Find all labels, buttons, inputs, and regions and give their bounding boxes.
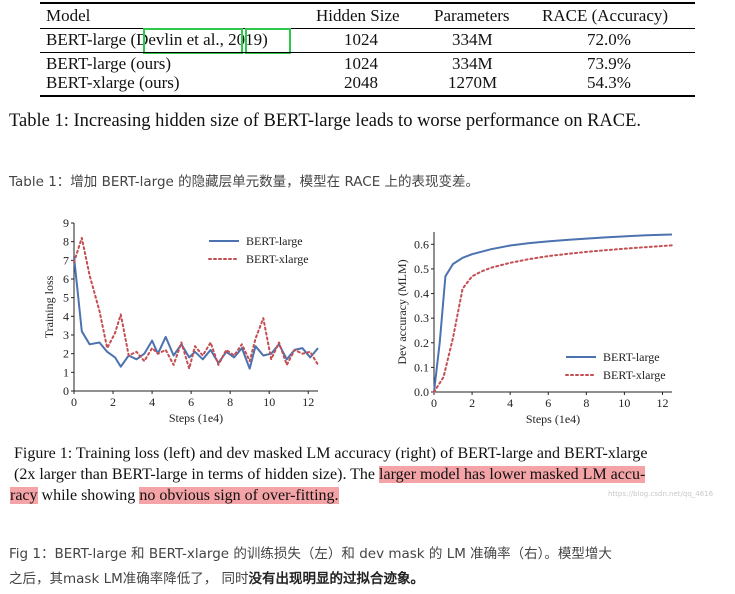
y-tick-label: 0.1 bbox=[414, 360, 429, 374]
header-hidden-size: Hidden Size bbox=[316, 6, 400, 25]
row-accuracy: 54.3% bbox=[587, 73, 631, 92]
y-axis-label: Training loss bbox=[42, 275, 56, 338]
header-race-accuracy: RACE (Accuracy) bbox=[542, 6, 669, 25]
y-tick-label: 0.4 bbox=[414, 287, 429, 301]
citation-year-highlight-box bbox=[245, 28, 291, 54]
x-tick-label: 4 bbox=[149, 395, 155, 409]
figure-caption: Figure 1: Training loss (left) and dev m… bbox=[0, 443, 735, 513]
y-tick-label: 0.2 bbox=[414, 336, 429, 350]
row-parameters: 1270M bbox=[448, 73, 498, 92]
row-hidden-size: 1024 bbox=[344, 30, 378, 49]
row-parameters: 334M bbox=[452, 30, 493, 49]
header-model: Model bbox=[46, 6, 91, 25]
table-mid-rule bbox=[40, 28, 695, 29]
header-parameters: Parameters bbox=[434, 6, 510, 25]
series-line-bert-xlarge bbox=[73, 236, 319, 370]
y-tick-label: 5 bbox=[63, 291, 69, 305]
x-tick-label: 8 bbox=[583, 396, 589, 410]
x-tick-label: 0 bbox=[71, 395, 77, 409]
legend-label: BERT-large bbox=[603, 350, 660, 364]
citation-author[interactable]: Devlin et al. bbox=[136, 30, 220, 49]
figure-caption-line1: Figure 1: Training loss (left) and dev m… bbox=[14, 445, 648, 462]
x-axis-label: Steps (1e4) bbox=[526, 412, 580, 426]
x-tick-label: 12 bbox=[656, 396, 668, 410]
y-tick-label: 0 bbox=[63, 384, 69, 398]
x-tick-label: 2 bbox=[469, 396, 475, 410]
y-axis-label: Dev accuracy (MLM) bbox=[395, 259, 409, 364]
x-tick-label: 8 bbox=[227, 395, 233, 409]
row-accuracy: 72.0% bbox=[587, 30, 631, 49]
legend-label: BERT-large bbox=[246, 234, 303, 248]
y-tick-label: 0.3 bbox=[414, 311, 429, 325]
fig-caption-cn-line1: Fig 1：BERT-large 和 BERT-xlarge 的训练损失（左）和… bbox=[9, 546, 612, 562]
y-tick-label: 3 bbox=[63, 328, 69, 342]
x-tick-label: 10 bbox=[263, 395, 275, 409]
x-tick-label: 10 bbox=[618, 396, 630, 410]
y-tick-label: 0.6 bbox=[414, 237, 429, 251]
x-tick-label: 6 bbox=[545, 396, 551, 410]
x-tick-label: 4 bbox=[507, 396, 513, 410]
series-line-bert-xlarge bbox=[433, 244, 673, 393]
row-model: BERT-large (ours) bbox=[46, 54, 172, 73]
figure-caption-line2: (2x larger than BERT-large in terms of h… bbox=[14, 466, 646, 483]
x-tick-label: 2 bbox=[110, 395, 116, 409]
table-bottom-rule bbox=[40, 95, 695, 97]
row-hidden-size: 1024 bbox=[344, 54, 378, 73]
table-header-row: Model Hidden Size Parameters RACE (Accur… bbox=[40, 5, 695, 27]
row-hidden-size: 2048 bbox=[344, 73, 378, 92]
citation-highlight-box bbox=[143, 28, 243, 54]
table-row: BERT-xlarge (ours) 2048 1270M 54.3% bbox=[40, 72, 695, 94]
x-axis-label: Steps (1e4) bbox=[169, 411, 223, 425]
y-tick-label: 1 bbox=[63, 365, 69, 379]
x-tick-label: 12 bbox=[302, 395, 314, 409]
table-row: BERT-large (Devlin et al., 2019) 1024 33… bbox=[40, 29, 695, 51]
y-tick-label: 0.5 bbox=[414, 262, 429, 276]
table-row: BERT-large (ours) 1024 334M 73.9% bbox=[40, 53, 695, 75]
y-tick-label: 7 bbox=[63, 253, 69, 267]
fig-caption-cn-line2: 之后，其mask LM准确率降低了， 同时没有出现明显的过拟合迹象。 bbox=[9, 571, 425, 587]
x-tick-label: 0 bbox=[431, 396, 437, 410]
watermark: https://blog.csdn.net/qq_4616 bbox=[608, 490, 714, 498]
table-row-rule bbox=[40, 52, 695, 53]
table-caption-cn: Table 1：增加 BERT-large 的隐藏层单元数量，模型在 RACE … bbox=[9, 174, 480, 190]
legend-label: BERT-xlarge bbox=[603, 368, 666, 382]
y-tick-label: 4 bbox=[63, 309, 69, 323]
highlight: larger model has lower masked LM accu- bbox=[379, 466, 646, 483]
row-model: BERT-xlarge (ours) bbox=[46, 73, 180, 92]
highlight: racy bbox=[10, 487, 38, 504]
highlight: no obvious sign of over-fitting. bbox=[139, 487, 339, 504]
figure-caption-line3: racy while showing no obvious sign of ov… bbox=[10, 487, 339, 504]
y-tick-label: 6 bbox=[63, 272, 69, 286]
dev-accuracy-chart: 0 2 4 6 8 10 12 0.0 0.1 0.2 0.3 0.4 0.5 0.6 Steps (1e4… bbox=[395, 232, 673, 426]
table-caption-en: Table 1: Increasing hidden size of BERT-… bbox=[9, 111, 642, 131]
legend-label: BERT-xlarge bbox=[246, 252, 309, 266]
y-tick-label: 2 bbox=[63, 347, 69, 361]
row-parameters: 334M bbox=[452, 54, 493, 73]
x-tick-label: 6 bbox=[188, 395, 194, 409]
y-tick-label: 0.0 bbox=[414, 385, 429, 399]
row-accuracy: 73.9% bbox=[587, 54, 631, 73]
series-line-bert-large bbox=[433, 233, 673, 393]
y-tick-label: 8 bbox=[63, 235, 69, 249]
table-top-rule bbox=[40, 2, 695, 4]
y-tick-label: 9 bbox=[63, 216, 69, 230]
